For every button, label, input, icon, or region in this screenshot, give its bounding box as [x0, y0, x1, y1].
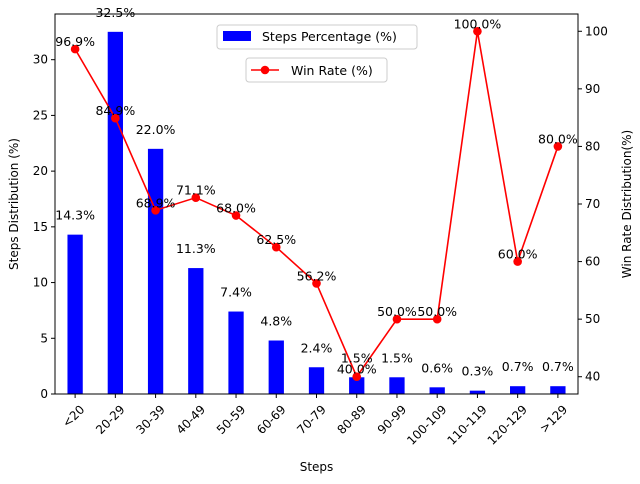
- legend-bars-swatch: [223, 31, 251, 41]
- legend-line-marker: [260, 65, 270, 75]
- x-tick-label: 100-109: [404, 402, 449, 447]
- win-rate-point: [70, 44, 80, 54]
- x-tick-label: 50-59: [214, 402, 249, 437]
- bar-value-label: 0.3%: [462, 364, 494, 379]
- bar-value-label: 1.5%: [341, 350, 373, 365]
- legend-bars-frame: [216, 24, 418, 50]
- y-tick-label: 10: [33, 276, 48, 290]
- bar-value-label: 14.3%: [55, 208, 95, 223]
- line-value-label: 100.0%: [454, 16, 502, 31]
- y-tick-label: 30: [33, 53, 48, 67]
- y2-axis-label: Win Rate Distribution(%): [620, 130, 634, 278]
- y-tick-label: 15: [33, 220, 48, 234]
- bar: [429, 387, 445, 394]
- x-tick-label: 60-69: [254, 402, 289, 437]
- x-tick-label: >129: [537, 402, 570, 435]
- bar: [107, 31, 123, 394]
- win-rate-point: [553, 142, 563, 151]
- y-tick-label: 20: [33, 164, 48, 178]
- line-value-label: 84.9%: [95, 103, 135, 118]
- legend-line-frame: [245, 57, 388, 83]
- y-tick-label: 0: [40, 387, 48, 401]
- win-rate-point: [392, 314, 402, 324]
- bar: [349, 377, 365, 394]
- y2-tick-label: 50: [585, 312, 600, 326]
- y-axis-label: Steps Distribution (%): [7, 138, 21, 270]
- line-value-label: 96.9%: [55, 34, 95, 49]
- bar-value-label: 0.6%: [421, 360, 453, 375]
- line-value-label: 50.0%: [417, 304, 457, 319]
- bar: [510, 386, 526, 394]
- x-tick-label: 90-99: [375, 402, 410, 437]
- y2-tick-label: 40: [585, 370, 600, 384]
- line-value-label: 68.0%: [216, 201, 256, 216]
- line-value-label: 68.9%: [136, 195, 176, 210]
- legend-line-label: Win Rate (%): [291, 63, 373, 78]
- bar: [389, 377, 405, 394]
- bar-value-label: 2.4%: [301, 340, 333, 355]
- x-axis-label: Steps: [300, 460, 334, 474]
- win-rate-point: [513, 257, 522, 266]
- x-tick-label: <20: [60, 402, 88, 430]
- bar-value-label: 1.5%: [381, 350, 413, 365]
- x-tick-label: 20-29: [93, 402, 128, 437]
- line-value-label: 56.2%: [297, 268, 337, 283]
- legend-bars: Steps Percentage (%): [216, 24, 418, 50]
- x-tick-label: 120-129: [485, 402, 530, 447]
- y2-tick-label: 60: [585, 255, 600, 269]
- line-value-label: 80.0%: [538, 131, 578, 146]
- win-rate-point: [191, 193, 201, 202]
- legend-bars-label: Steps Percentage (%): [262, 29, 397, 44]
- y-tick-label: 5: [40, 331, 48, 345]
- win-rate-point: [473, 26, 482, 36]
- line-value-label: 62.5%: [256, 232, 296, 247]
- legend-line: Win Rate (%): [245, 57, 388, 83]
- line-value-label: 71.1%: [176, 183, 216, 198]
- x-tick-label: 30-39: [133, 402, 168, 437]
- labels-layer: 14.3% 32.5% 22.0% 11.3% 7.4% 4.8% 2.4% 1.5% 1.5%…: [55, 5, 578, 379]
- win-rate-point: [151, 206, 160, 215]
- y2-tick-label: 100: [585, 24, 608, 38]
- y2-tick-label: 80: [585, 139, 600, 153]
- y-tick-label: 25: [33, 108, 48, 122]
- x-tick-label: 40-49: [174, 402, 209, 437]
- line-value-label: 40.0%: [337, 362, 377, 377]
- line-value-label: 50.0%: [377, 304, 417, 319]
- bar-value-label: 4.8%: [260, 314, 292, 329]
- bar-value-label: 22.0%: [136, 122, 176, 137]
- bar: [469, 390, 486, 394]
- bar: [228, 311, 244, 394]
- y2-tick-label: 70: [585, 197, 600, 211]
- win-rate-point: [312, 279, 321, 288]
- bar: [550, 386, 566, 394]
- bar: [268, 340, 284, 394]
- y2-tick-label: 90: [585, 82, 600, 96]
- bar-value-label: 0.7%: [502, 359, 534, 374]
- bar-value-label: 0.7%: [542, 359, 574, 374]
- bars-layer: [67, 31, 566, 394]
- line-value-label: 60.0%: [498, 247, 538, 262]
- win-rate-point: [231, 211, 241, 220]
- bar-value-label: 32.5%: [95, 5, 135, 20]
- x-tick-label: 70-79: [294, 402, 329, 437]
- x-tick-label: 110-119: [444, 402, 489, 447]
- win-rate-point: [111, 113, 120, 123]
- win-rate-point: [432, 314, 442, 324]
- line-layer: [70, 26, 563, 382]
- bar: [308, 367, 325, 394]
- bar: [147, 148, 164, 394]
- bar-value-label: 7.4%: [220, 285, 252, 300]
- bar: [188, 268, 204, 394]
- win-rate-point: [271, 242, 281, 252]
- bar-value-label: 11.3%: [176, 241, 216, 256]
- win-rate-point: [352, 372, 362, 382]
- bar: [67, 234, 83, 394]
- x-tick-label: 80-89: [335, 402, 370, 437]
